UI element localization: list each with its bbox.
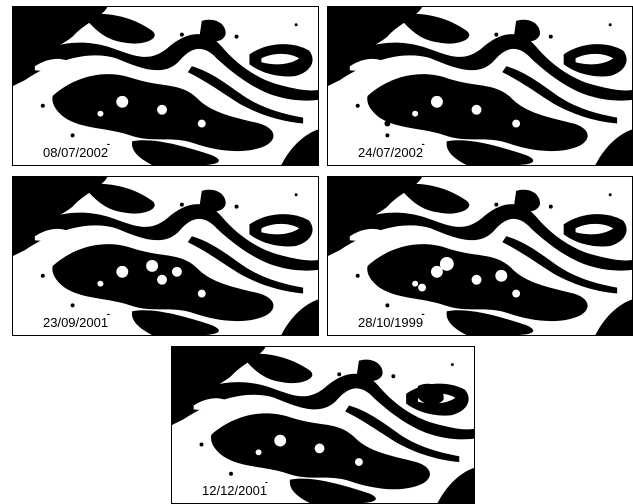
- river-map-image: [328, 177, 632, 335]
- map-panel-4: 28/10/1999: [327, 176, 633, 336]
- map-panel-1: 08/07/2002: [12, 6, 319, 166]
- river-map-image: [13, 177, 318, 335]
- river-map-image: [172, 347, 474, 503]
- map-panel-5: 12/12/2001: [171, 346, 475, 504]
- date-label: 24/07/2002: [356, 145, 426, 160]
- river-map-image: [13, 7, 318, 165]
- date-label: 23/09/2001: [41, 315, 111, 330]
- date-label: 08/07/2002: [41, 145, 111, 160]
- date-label: 28/10/1999: [356, 315, 426, 330]
- map-panel-2: 24/07/2002: [327, 6, 633, 166]
- map-panel-3: 23/09/2001: [12, 176, 319, 336]
- date-label: 12/12/2001: [200, 483, 270, 498]
- river-map-image: [328, 7, 632, 165]
